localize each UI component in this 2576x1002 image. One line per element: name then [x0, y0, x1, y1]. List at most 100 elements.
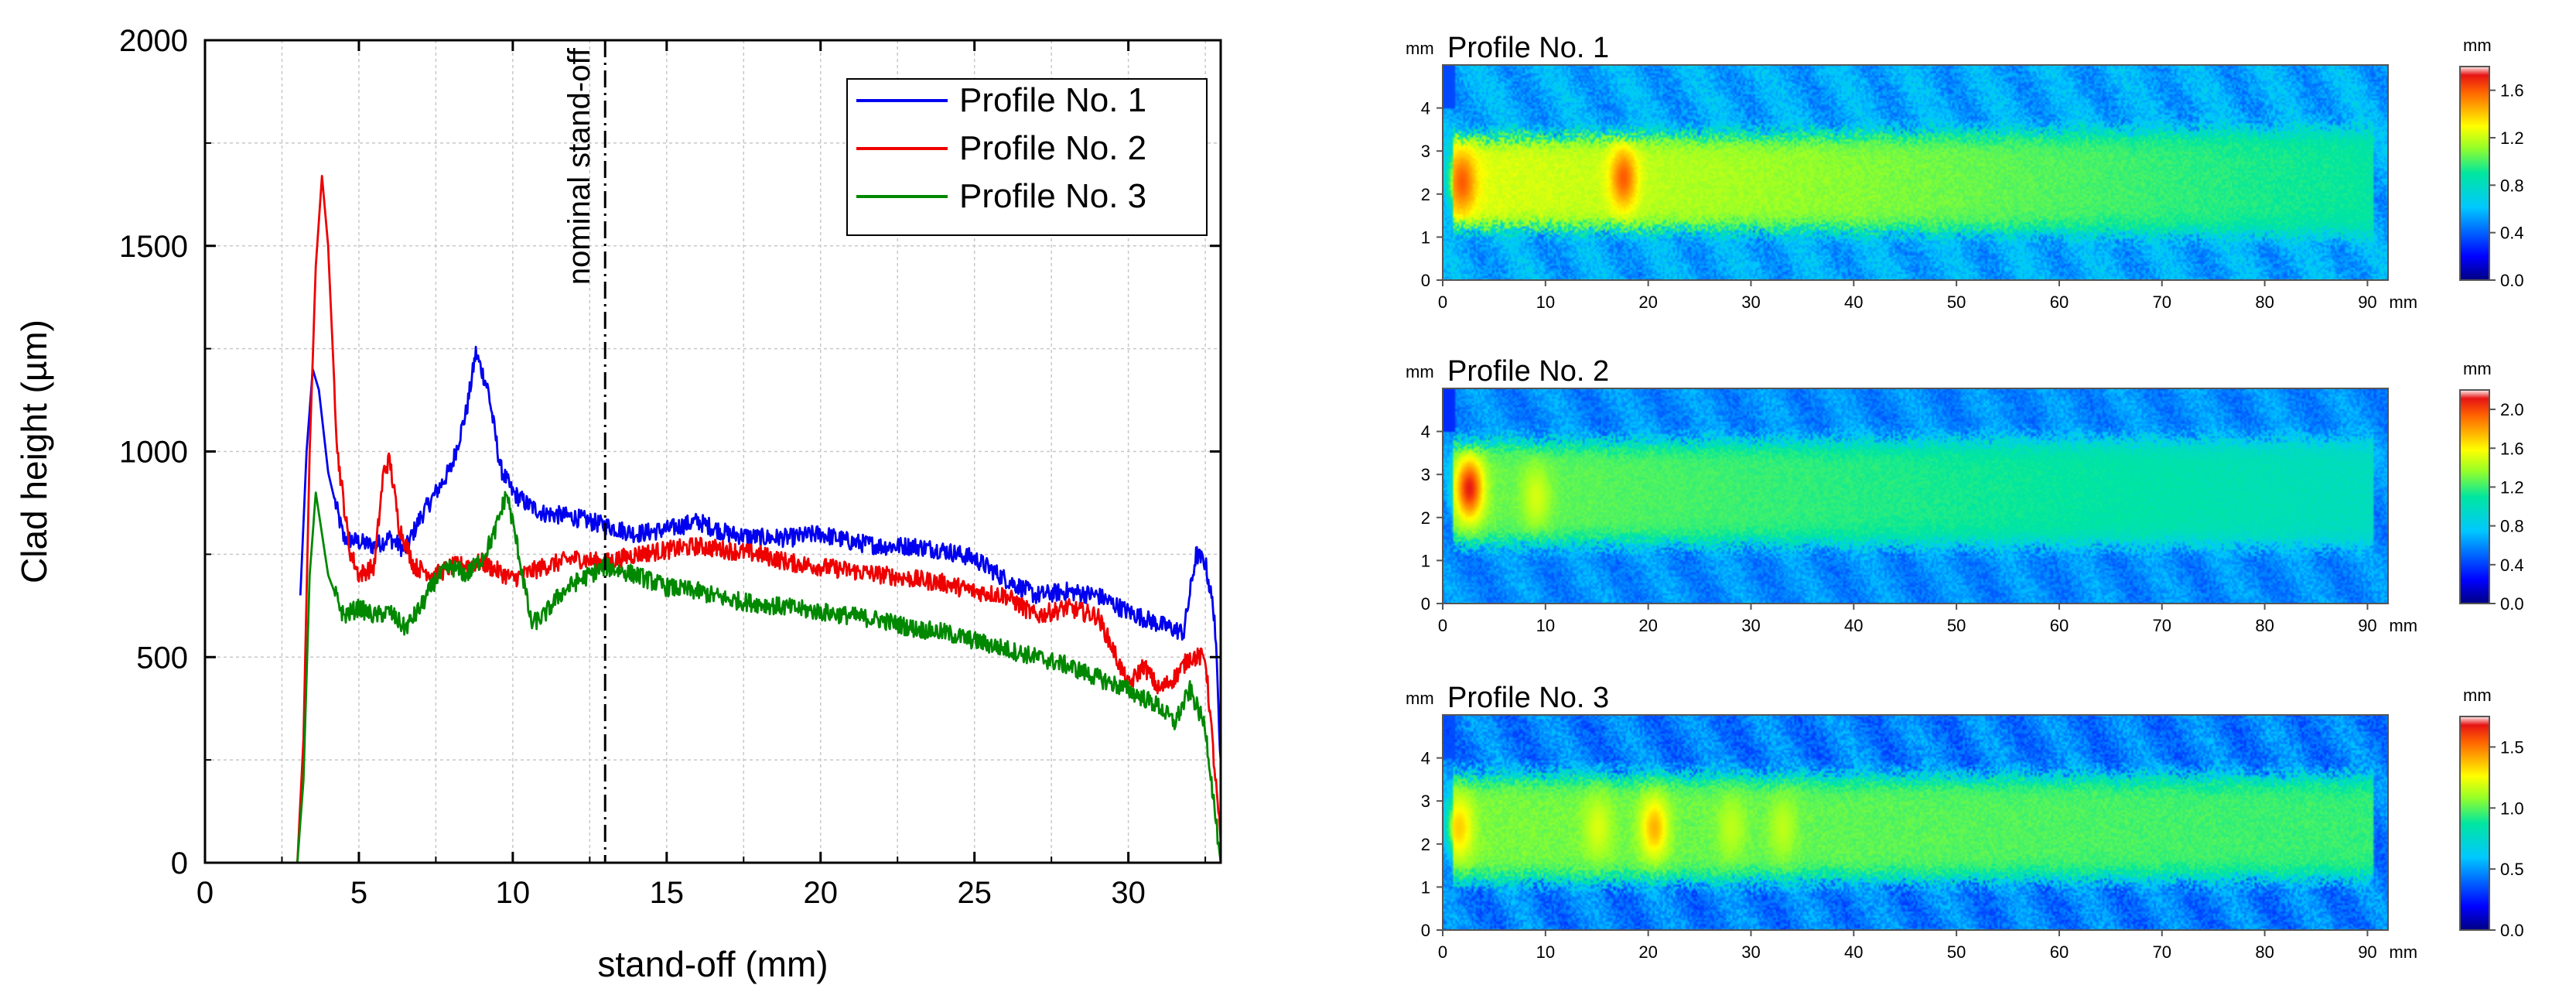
y-axis-label: Clad height (µm) [14, 320, 54, 583]
heatmap-x-tick-label: 40 [1844, 616, 1863, 635]
legend-box [846, 78, 1208, 236]
heatmap-x-tick-label: 80 [2255, 942, 2274, 962]
x-tick-label: 0 [196, 876, 214, 910]
heatmap-x-tick-label: 90 [2358, 292, 2376, 312]
legend-label: Profile No. 1 [959, 81, 1146, 119]
x-tick-label: 25 [957, 876, 992, 910]
heatmap-x-tick-label: 60 [2050, 616, 2069, 635]
heatmap-x-tick-label: 0 [1438, 616, 1447, 635]
heatmap-y-tick-label: 1 [1421, 227, 1430, 247]
y-tick-label: 0 [171, 846, 188, 881]
heatmap-title: Profile No. 3 [1447, 682, 1609, 714]
heatmap-x-tick-label: 0 [1438, 942, 1447, 962]
colorbar-tick-label: 1.6 [2500, 81, 2524, 101]
y-tick-label: 1500 [119, 230, 188, 264]
x-tick-label: 10 [496, 876, 531, 910]
heatmap-y-tick-label: 3 [1421, 142, 1430, 161]
chart-axis-ticks: 0 5 10 15 20 25 30 0 500 1000 1500 2000 [119, 24, 1221, 910]
x-tick-label: 15 [650, 876, 685, 910]
colorbar-tick-label: 0.0 [2500, 594, 2524, 614]
heatmap-title: Profile No. 2 [1447, 355, 1609, 388]
heatmap-y-tick-label: 4 [1421, 749, 1430, 768]
heatmap-y-tick-label: 0 [1421, 594, 1430, 614]
heatmap-x-tick-label: 80 [2255, 616, 2274, 635]
heatmap-y-tick-label: 2 [1421, 185, 1430, 204]
heatmap-x-tick-label: 90 [2358, 616, 2376, 635]
series-line-profile-3 [296, 491, 1222, 863]
heatmap-y-tick-label: 1 [1421, 551, 1430, 570]
heatmap-x-tick-label: 0 [1438, 292, 1447, 312]
heatmap-y-unit: mm [1406, 39, 1434, 58]
heatmap-x-tick-label: 80 [2255, 292, 2274, 312]
colorbar-tick-label: 1.2 [2500, 477, 2524, 497]
colorbar-tick-label: 0.4 [2500, 224, 2524, 243]
heatmap-image [1443, 715, 2388, 930]
heatmap-x-tick-label: 60 [2050, 292, 2069, 312]
heatmap-x-unit: mm [2389, 292, 2417, 312]
heatmap-y-tick-label: 2 [1421, 835, 1430, 854]
heatmap-y-tick-label: 0 [1421, 271, 1430, 290]
colorbar-tick-label: 0.0 [2500, 271, 2524, 290]
heatmap-x-tick-label: 40 [1844, 292, 1863, 312]
colorbar [2459, 66, 2490, 281]
heatmap-x-tick-label: 90 [2358, 942, 2376, 962]
heatmap-y-tick-label: 2 [1421, 508, 1430, 528]
colorbar [2459, 389, 2490, 604]
colorbar-tick-label: 0.8 [2500, 517, 2524, 536]
heatmap-y-tick-label: 3 [1421, 465, 1430, 484]
heatmap-x-tick-label: 40 [1844, 942, 1863, 962]
heatmap-y-tick-label: 4 [1421, 99, 1430, 118]
heatmap-x-tick-label: 50 [1947, 942, 1966, 962]
y-tick-label: 1000 [119, 436, 188, 470]
heatmap-svg: Profile No. 1 mm 0 10 20 30 40 50 60 70 80 90 mm 0 1 2 3… [1406, 32, 2524, 312]
chart-legend: Profile No. 1 Profile No. 2 Profile No. 3 [846, 78, 1208, 236]
heatmap-x-tick-label: 20 [1638, 616, 1657, 635]
heatmap-x-tick-label: 70 [2153, 292, 2171, 312]
x-axis-label: stand-off (mm) [597, 944, 828, 984]
heatmap-x-tick-label: 70 [2153, 616, 2171, 635]
x-tick-label: 5 [350, 876, 367, 910]
x-tick-label: 20 [804, 876, 839, 910]
heatmap-x-unit: mm [2389, 942, 2417, 962]
colorbar-tick-label: 0.5 [2500, 860, 2524, 879]
heatmap-x-tick-label: 20 [1638, 292, 1657, 312]
heatmap-x-tick-label: 20 [1638, 942, 1657, 962]
colorbar [2459, 716, 2490, 931]
heatmap-frame [1442, 714, 2389, 931]
legend-label: Profile No. 3 [959, 177, 1146, 215]
heatmap-svg: Profile No. 2 mm 0 10 20 30 40 50 60 70 80 90 mm 0 1 2 3… [1406, 355, 2524, 635]
heatmap-x-unit: mm [2389, 616, 2417, 635]
heatmap-panel-profile-3: Profile No. 3 mm 0 10 20 30 40 50 60 70 80 90 mm 0 1 2 3… [1369, 667, 2561, 1000]
heatmap-y-unit: mm [1406, 362, 1434, 381]
heatmap-y-tick-label: 4 [1421, 422, 1430, 442]
x-tick-label: 30 [1111, 876, 1146, 910]
colorbar-unit: mm [2463, 686, 2492, 705]
nominal-standoff-label: nominal stand-off [562, 47, 596, 285]
colorbar-tick-label: 1.6 [2500, 439, 2524, 458]
heatmap-y-tick-label: 0 [1421, 921, 1430, 940]
heatmap-title: Profile No. 1 [1447, 32, 1609, 64]
heatmap-x-tick-label: 10 [1536, 616, 1555, 635]
heatmap-x-tick-label: 70 [2153, 942, 2171, 962]
heatmap-x-tick-label: 50 [1947, 616, 1966, 635]
heatmap-x-tick-label: 30 [1741, 616, 1760, 635]
heatmap-x-tick-label: 50 [1947, 292, 1966, 312]
y-tick-label: 2000 [119, 24, 188, 58]
y-tick-label: 500 [136, 641, 188, 675]
colorbar-unit: mm [2463, 36, 2492, 55]
colorbar-tick-label: 1.5 [2500, 737, 2524, 757]
heatmap-svg: Profile No. 3 mm 0 10 20 30 40 50 60 70 80 90 mm 0 1 2 3… [1406, 682, 2524, 962]
heatmap-y-unit: mm [1406, 689, 1434, 708]
heatmap-panel-profile-1: Profile No. 1 mm 0 10 20 30 40 50 60 70 80 90 mm 0 1 2 3… [1369, 17, 2561, 350]
chart-series-lines [296, 175, 1222, 863]
heatmap-x-tick-label: 30 [1741, 292, 1760, 312]
colorbar-tick-label: 0.0 [2500, 921, 2524, 940]
heatmap-y-tick-label: 1 [1421, 877, 1430, 897]
heatmap-x-tick-label: 30 [1741, 942, 1760, 962]
colorbar-tick-label: 1.0 [2500, 799, 2524, 818]
heatmap-frame [1442, 64, 2389, 281]
heatmap-image [1443, 388, 2388, 604]
colorbar-tick-label: 2.0 [2500, 400, 2524, 419]
colorbar-tick-label: 0.4 [2500, 556, 2524, 575]
heatmap-image [1443, 65, 2388, 280]
